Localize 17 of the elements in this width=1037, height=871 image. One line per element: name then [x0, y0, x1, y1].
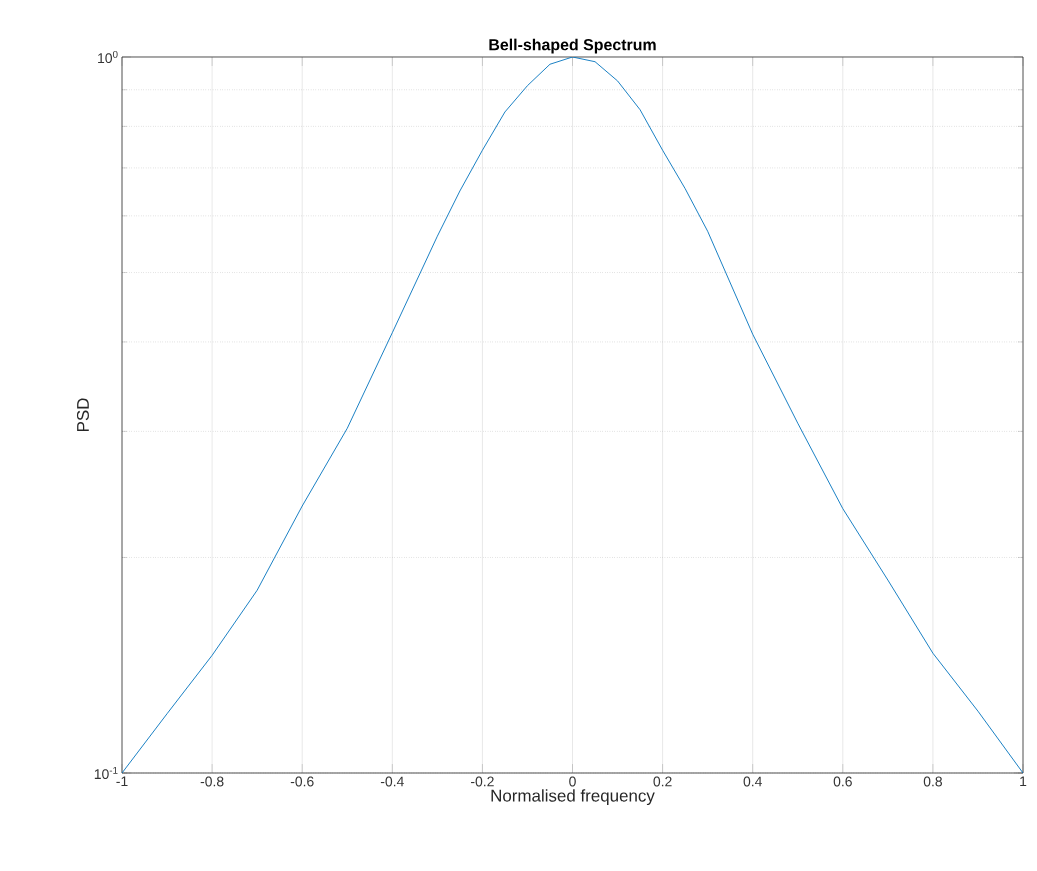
- x-tick-label: -0.4: [380, 776, 404, 787]
- y-tick-label: 10$^{-1}$: [94, 766, 118, 780]
- x-tick-label: 0.4: [743, 776, 762, 787]
- x-tick-label: 0: [569, 776, 576, 787]
- chart-title: Bell-shaped Spectrum: [489, 38, 656, 54]
- x-tick-label: 1: [1020, 776, 1027, 787]
- x-tick-label: -0.2: [471, 776, 494, 787]
- x-tick-label: -0.8: [200, 776, 224, 787]
- y-tick-label: 10$^{0}$: [98, 50, 118, 64]
- x-tick-label: 0.2: [653, 776, 672, 787]
- x-tick-label: 0.6: [833, 776, 852, 787]
- x-tick-label: 0.8: [923, 776, 942, 787]
- x-axis-title: Normalised frequency: [491, 789, 655, 806]
- line-series: [122, 57, 1024, 774]
- y-axis-title: PSD: [76, 398, 89, 432]
- x-tick-label: -1: [116, 776, 128, 787]
- x-tick-label: -0.6: [290, 776, 314, 787]
